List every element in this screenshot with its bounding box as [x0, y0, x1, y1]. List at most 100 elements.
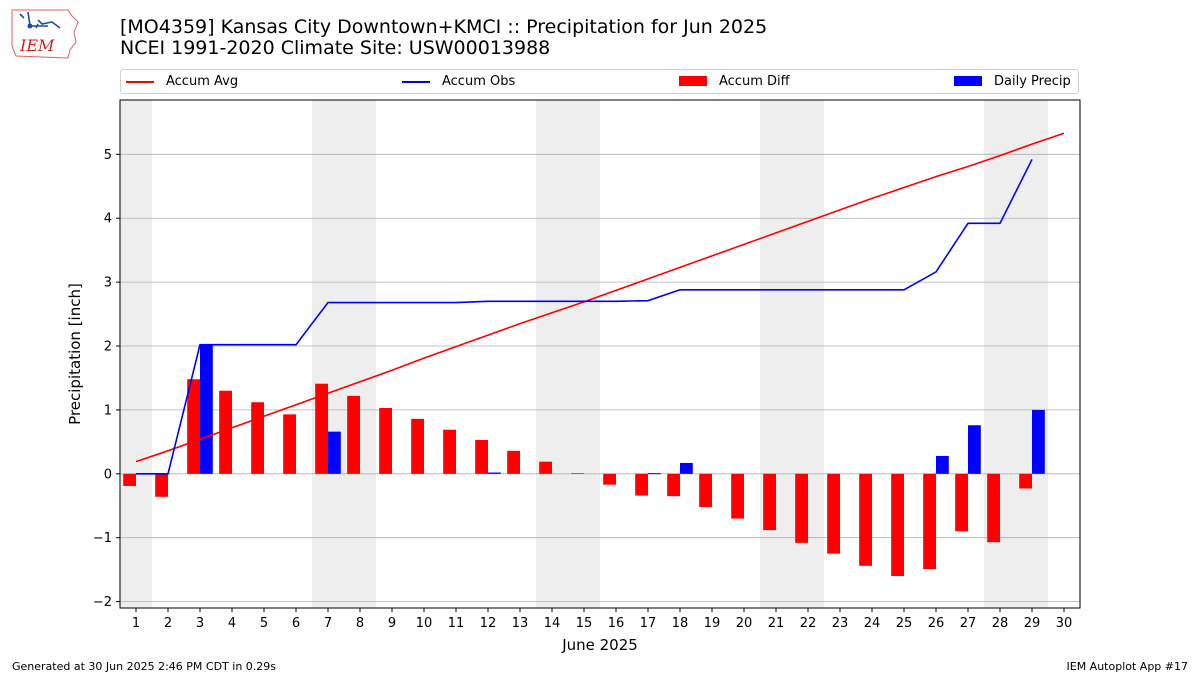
x-tick-label: 29	[1024, 616, 1041, 631]
x-tick-label: 18	[672, 616, 689, 631]
x-tick-label: 8	[356, 616, 364, 631]
legend-label-accum-diff: Accum Diff	[719, 74, 790, 89]
x-tick-label: 14	[544, 616, 561, 631]
accum-obs-line	[136, 159, 1033, 475]
accum-diff-bar	[763, 473, 776, 531]
legend-label-accum-avg: Accum Avg	[166, 74, 239, 89]
x-tick-label: 9	[388, 616, 396, 631]
weekend-shade	[760, 100, 824, 608]
accum-diff-bar	[411, 418, 424, 474]
y-tick-label: −2	[93, 595, 112, 610]
weekend-shade	[536, 100, 600, 608]
x-tick-label: 2	[164, 616, 172, 631]
accum-diff-bar	[283, 414, 296, 474]
daily-precip-bar	[328, 431, 341, 474]
x-tick-label: 4	[228, 616, 236, 631]
daily-precip-bar	[648, 473, 661, 475]
y-tick-label: 3	[104, 276, 112, 291]
y-tick-label: 4	[104, 212, 112, 227]
x-tick-label: 12	[480, 616, 497, 631]
legend-swatch-daily-precip	[954, 76, 982, 86]
accum-diff-bar	[507, 450, 520, 474]
station-dot-icon	[27, 23, 33, 29]
legend-label-accum-obs: Accum Obs	[442, 74, 516, 89]
x-tick-label: 26	[928, 616, 945, 631]
daily-precip-bar	[200, 344, 213, 474]
legend-swatch-accum-avg	[126, 81, 154, 83]
iowa-state-outline	[11, 9, 79, 59]
y-tick-label: 1	[104, 403, 112, 418]
generated-timestamp: Generated at 30 Jun 2025 2:46 PM CDT in …	[12, 660, 277, 673]
x-tick-label: 22	[800, 616, 817, 631]
accum-diff-bar	[443, 429, 456, 474]
x-axis-label: June 2025	[561, 636, 638, 654]
x-tick-label: 30	[1056, 616, 1073, 631]
x-tick-label: 27	[960, 616, 977, 631]
accum-diff-bar	[827, 473, 840, 554]
accum-diff-bar	[219, 390, 232, 474]
x-tick-label: 5	[260, 616, 268, 631]
accum-diff-bar	[347, 395, 360, 474]
app-credit: IEM Autoplot App #17	[1066, 660, 1189, 673]
accum-diff-bar	[1019, 473, 1032, 489]
accum-diff-bar	[603, 473, 616, 485]
title-line-2: NCEI 1991-2020 Climate Site: USW00013988	[120, 37, 551, 59]
weekend-shade	[120, 100, 152, 608]
legend: Accum Avg Accum Obs Accum Diff Daily Pre…	[120, 69, 1079, 94]
x-tick-label: 6	[292, 616, 300, 631]
logo-text: IEM	[19, 36, 55, 55]
weekend-shade	[312, 100, 376, 608]
accum-avg-line	[135, 132, 1065, 463]
accum-diff-bar	[539, 461, 552, 474]
accum-diff-bar	[571, 473, 584, 474]
accum-diff-bar	[891, 473, 904, 577]
x-tick-label: 24	[864, 616, 881, 631]
x-tick-label: 1	[132, 616, 140, 631]
accum-diff-bar	[955, 473, 968, 532]
daily-precip-bar	[968, 425, 981, 474]
accum-diff-bar	[379, 407, 392, 474]
y-tick-label: −1	[93, 531, 112, 546]
plot-frame	[119, 99, 1081, 609]
x-tick-label: 17	[640, 616, 657, 631]
accum-diff-bar	[251, 402, 264, 474]
x-tick-label: 3	[196, 616, 204, 631]
x-tick-label: 28	[992, 616, 1009, 631]
x-tick-label: 15	[576, 616, 593, 631]
accum-diff-bar	[795, 473, 808, 543]
x-tick-label: 11	[448, 616, 465, 631]
accum-diff-bar	[635, 473, 648, 496]
x-tick-label: 7	[324, 616, 332, 631]
accum-diff-bar	[123, 473, 136, 486]
chart-title: [MO4359] Kansas City Downtown+KMCI :: Pr…	[120, 17, 767, 59]
x-tick-label: 21	[768, 616, 785, 631]
y-tick-label: 2	[104, 340, 112, 355]
x-tick-label: 13	[512, 616, 529, 631]
accum-diff-bar	[475, 439, 488, 474]
weather-station-icon	[19, 11, 61, 29]
x-tick-label: 19	[704, 616, 721, 631]
y-tick-label: 0	[104, 467, 112, 482]
legend-swatch-accum-diff	[679, 76, 707, 86]
title-line-1: [MO4359] Kansas City Downtown+KMCI :: Pr…	[120, 16, 768, 38]
x-tick-label: 10	[416, 616, 433, 631]
daily-precip-bar	[680, 462, 693, 474]
daily-precip-bar	[488, 472, 501, 474]
daily-precip-bar	[1032, 409, 1045, 474]
x-tick-label: 25	[896, 616, 913, 631]
accum-diff-bar	[923, 473, 936, 570]
legend-swatch-accum-obs	[402, 81, 430, 83]
accum-diff-bar	[155, 473, 168, 497]
accum-diff-bar	[859, 473, 872, 566]
iem-logo: IEM	[11, 9, 79, 59]
accum-diff-bar	[699, 473, 712, 508]
accum-diff-bar	[667, 473, 680, 497]
daily-precip-bar	[936, 455, 949, 474]
x-tick-label: 23	[832, 616, 849, 631]
y-axis-label: Precipitation [inch]	[66, 283, 84, 425]
y-tick-label: 5	[104, 148, 112, 163]
x-tick-label: 20	[736, 616, 753, 631]
accum-diff-bar	[187, 379, 200, 474]
accum-diff-bar	[315, 383, 328, 474]
